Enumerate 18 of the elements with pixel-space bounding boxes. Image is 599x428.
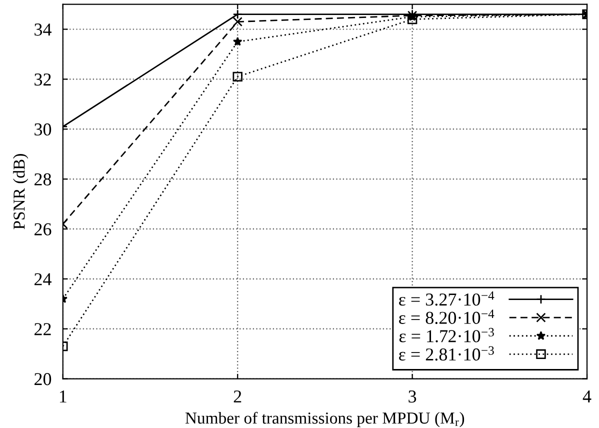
legend-label: ε = 2.81·10$^{−3}$ bbox=[399, 346, 494, 361]
y-tick-label: 28 bbox=[34, 173, 52, 186]
y-tick-label: 20 bbox=[34, 373, 52, 386]
y-tick-label: 22 bbox=[34, 323, 51, 336]
x-axis-title: Number of transmissions per MPDU (M$_{r}$) bbox=[185, 412, 464, 428]
y-axis-title: PSNR (dB) bbox=[13, 154, 28, 230]
x-tick-label: 1 bbox=[60, 390, 66, 402]
y-tick-label: 26 bbox=[34, 223, 52, 236]
x-tick-label: 3 bbox=[408, 390, 416, 403]
x-tick-label: 2 bbox=[234, 390, 242, 402]
y-tick-label: 32 bbox=[34, 73, 51, 86]
legend-label: ε = 8.20·10$^{−4}$ bbox=[399, 310, 494, 324]
legend-label: ε = 1.72·10$^{−3}$ bbox=[399, 328, 494, 342]
y-tick-label: 24 bbox=[34, 273, 52, 286]
y-tick-label: 30 bbox=[34, 123, 52, 136]
x-tick-label: 4 bbox=[582, 390, 592, 402]
y-tick-label: 34 bbox=[34, 24, 52, 36]
legend-label: ε = 3.27·10$^{−4}$ bbox=[399, 291, 494, 306]
